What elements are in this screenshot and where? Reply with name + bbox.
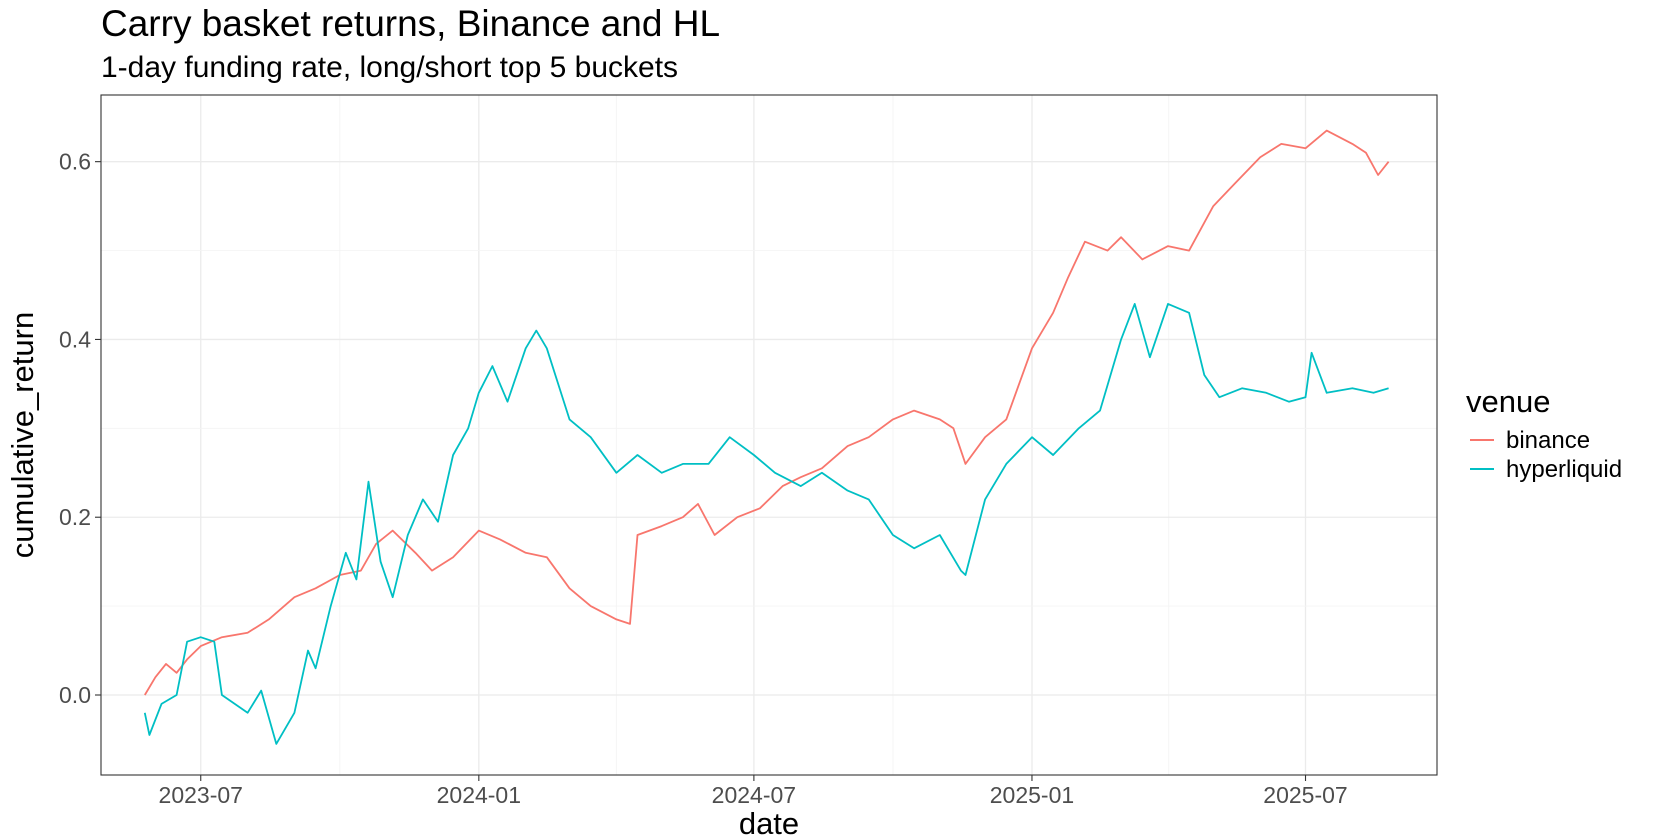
x-tick-label: 2024-01 xyxy=(437,782,521,808)
y-axis-title: cumulative_return xyxy=(5,312,40,558)
y-tick-label: 0.2 xyxy=(59,504,91,530)
x-tick-label: 2023-07 xyxy=(159,782,243,808)
legend-label-binance: binance xyxy=(1506,427,1590,454)
legend-title: venue xyxy=(1466,384,1550,419)
legend: venue binance hyperliquid xyxy=(1466,384,1622,483)
axis-ticks: 2023-07 2024-01 2024-07 2025-01 2025-07 0.0 0.… xyxy=(59,149,1348,808)
grid-layer xyxy=(101,95,1437,775)
x-axis-title: date xyxy=(739,806,799,840)
series-line-hyperliquid xyxy=(143,303,1389,745)
series-line-binance xyxy=(144,129,1390,696)
x-tick-label: 2024-07 xyxy=(712,782,796,808)
y-tick-label: 0.0 xyxy=(59,682,91,708)
y-tick-label: 0.4 xyxy=(59,326,91,352)
x-tick-label: 2025-01 xyxy=(990,782,1074,808)
chart-subtitle: 1-day funding rate, long/short top 5 buc… xyxy=(101,51,678,84)
legend-label-hyperliquid: hyperliquid xyxy=(1506,456,1622,483)
chart-title: Carry basket returns, Binance and HL xyxy=(101,3,720,44)
panel-background xyxy=(101,95,1437,775)
series-layer xyxy=(143,129,1390,745)
y-tick-label: 0.6 xyxy=(59,149,91,175)
panel-border xyxy=(100,94,1438,776)
x-tick-label: 2025-07 xyxy=(1263,782,1347,808)
